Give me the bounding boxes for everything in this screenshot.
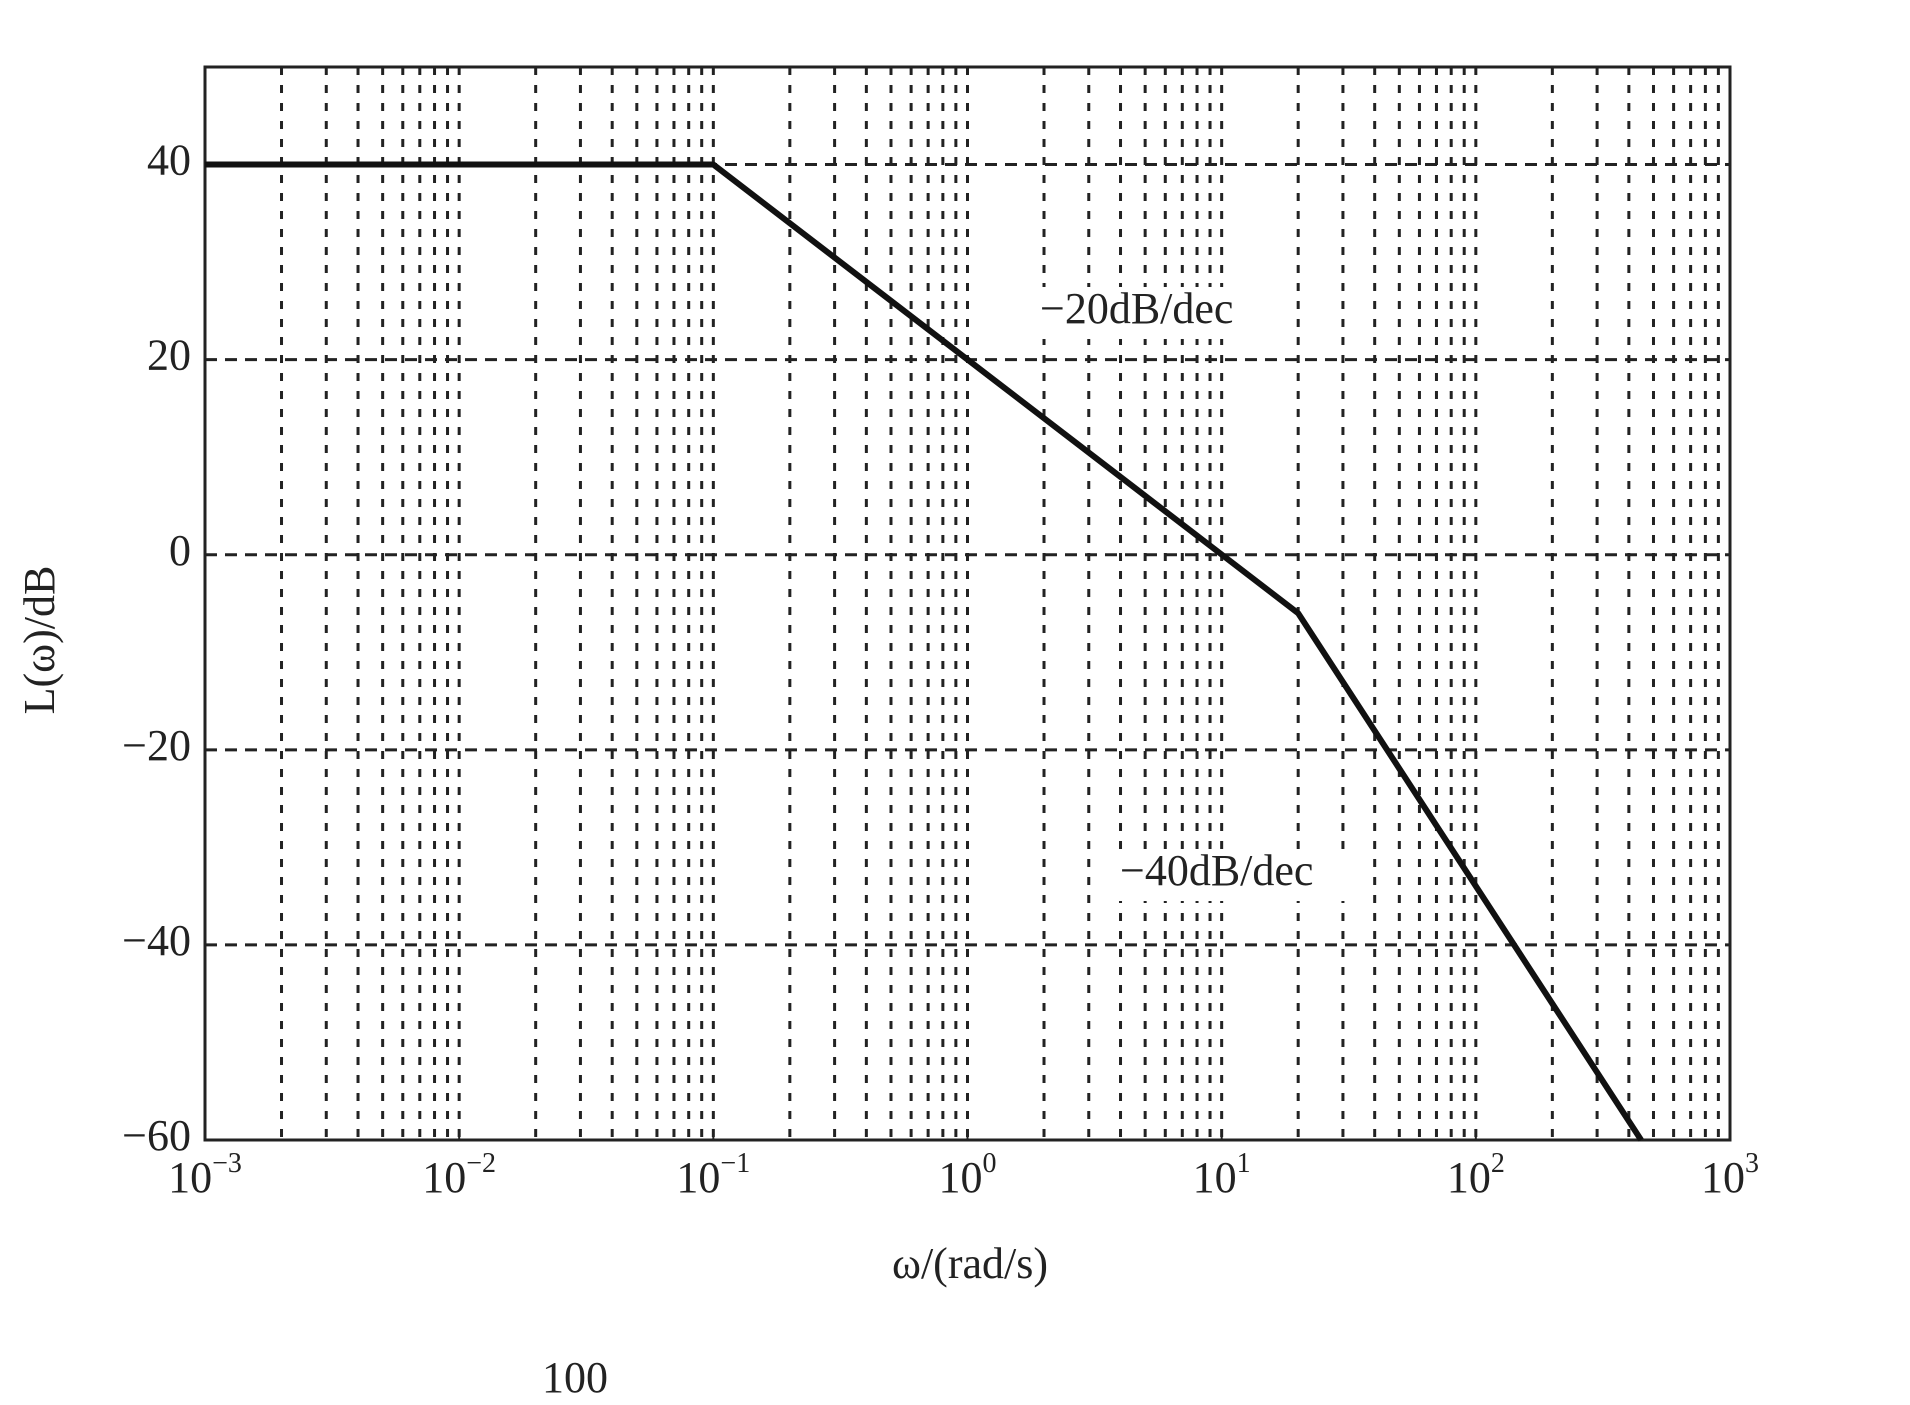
x-tick-exponent: −1 (720, 1148, 750, 1179)
y-tick-label: 20 (147, 331, 191, 380)
x-tick-exponent: 0 (983, 1148, 997, 1179)
y-tick-label: 0 (169, 526, 191, 575)
x-tick-label: 102 (1447, 1148, 1505, 1202)
x-tick-exponent: −3 (212, 1148, 242, 1179)
annotation: −20dB/dec (1040, 284, 1233, 333)
x-tick-label: 10−3 (168, 1148, 242, 1202)
x-tick-exponent: −2 (466, 1148, 496, 1179)
plot-frame (203, 65, 1732, 1142)
x-tick-label: 10−2 (422, 1148, 496, 1202)
x-tick-base: 10 (1701, 1153, 1745, 1202)
x-tick-base: 10 (676, 1153, 720, 1202)
y-tick-label: −20 (122, 721, 191, 770)
y-tick-label: −40 (122, 916, 191, 965)
x-tick-base: 10 (168, 1153, 212, 1202)
x-tick-base: 10 (1447, 1153, 1491, 1202)
x-tick-exponent: 1 (1237, 1148, 1251, 1179)
annotation-bg (1034, 287, 1274, 339)
x-tick-base: 10 (1193, 1153, 1237, 1202)
x-tick-label: 100 (939, 1148, 997, 1202)
y-tick-label: 40 (147, 136, 191, 185)
annotation: −40dB/dec (1120, 846, 1313, 895)
x-tick-label: 101 (1193, 1148, 1251, 1202)
annotation-bg (1114, 849, 1354, 901)
y-axis-label: L(ω)/dB (15, 566, 64, 715)
x-tick-label: 103 (1701, 1148, 1759, 1202)
y-tick-label: −60 (122, 1111, 191, 1160)
grid (205, 67, 1730, 1140)
line (205, 161, 1644, 1142)
x-tick-label: 10−1 (676, 1148, 750, 1202)
x-tick-exponent: 2 (1491, 1148, 1505, 1179)
x-tick-base: 10 (422, 1153, 466, 1202)
footer-text: 100 (542, 1353, 608, 1400)
x-tick-base: 10 (939, 1153, 983, 1202)
x-tick-exponent: 3 (1745, 1148, 1759, 1179)
x-axis-label: ω/(rad/s) (892, 1239, 1048, 1288)
